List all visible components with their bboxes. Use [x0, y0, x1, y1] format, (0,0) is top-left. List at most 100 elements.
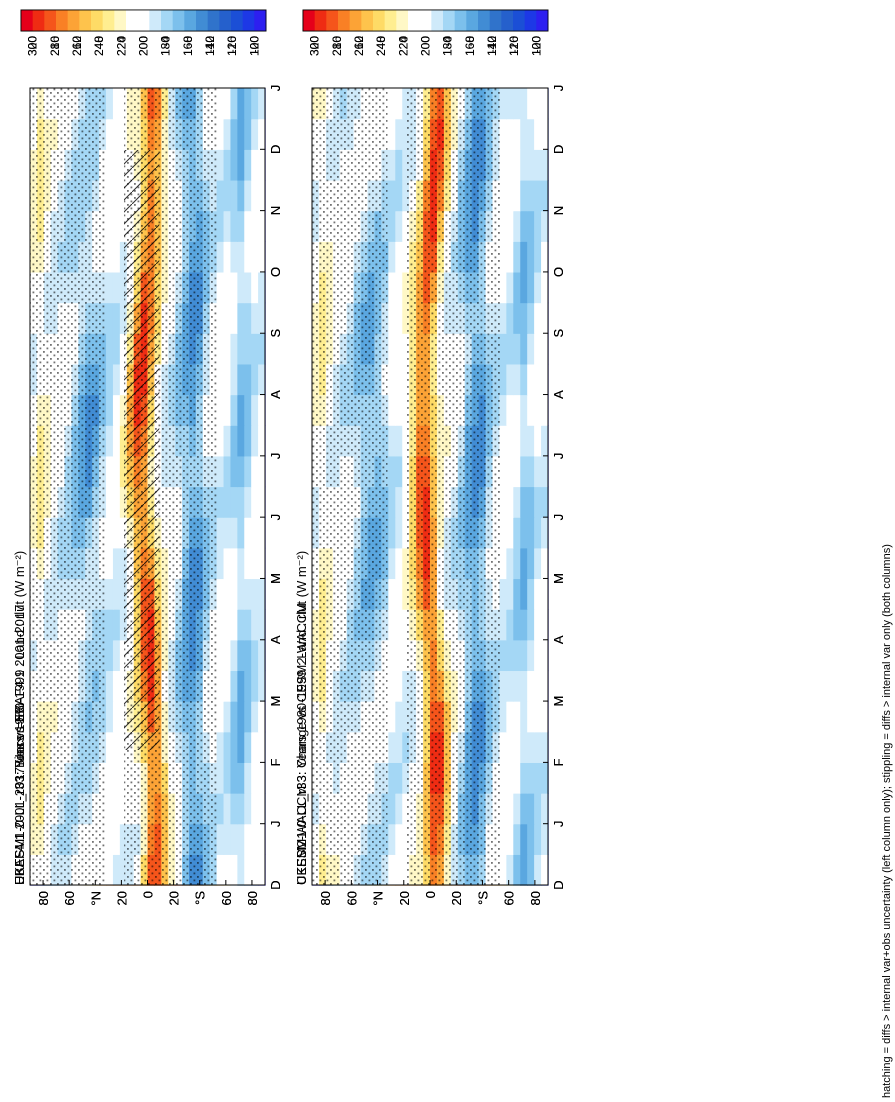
- field-cell: [119, 149, 128, 181]
- field-cell: [506, 731, 514, 763]
- time-tick-label: J: [268, 820, 283, 827]
- field-cell: [541, 670, 549, 702]
- field-cell: [499, 701, 507, 733]
- field-cell: [230, 241, 238, 273]
- lat-tick-label: 80: [245, 891, 260, 905]
- lat-tick-label: °N: [371, 891, 386, 906]
- field-cell: [534, 762, 542, 794]
- field-cell: [258, 486, 266, 518]
- field-cell: [112, 609, 121, 641]
- field-cell: [541, 731, 549, 763]
- field-cell: [395, 793, 403, 825]
- time-tick-label: M: [268, 696, 283, 707]
- time-tick-label: A: [551, 635, 566, 644]
- time-tick-label: A: [551, 635, 566, 644]
- panel-title: UKESM1-0-LL_r33: Years 1980-1999 : Land …: [294, 551, 309, 885]
- field-cell: [251, 118, 259, 150]
- field-cell: [251, 394, 259, 426]
- field-cell: [251, 547, 259, 580]
- field-cell: [106, 118, 114, 150]
- field-cell: [216, 425, 225, 457]
- field-cell: [527, 701, 535, 733]
- field-cell: [112, 701, 121, 733]
- time-tick-label: F: [268, 758, 283, 766]
- field-cell: [112, 118, 121, 150]
- field-cell: [230, 425, 238, 457]
- field-cell: [216, 333, 225, 365]
- lat-tick-label: 20: [167, 891, 182, 905]
- field-cell: [223, 639, 232, 672]
- field-cell: [119, 823, 128, 855]
- field-cell: [112, 302, 121, 334]
- time-tick-label: D: [268, 880, 283, 889]
- lat-tick-label: °S: [193, 891, 208, 905]
- time-tick-label: N: [551, 206, 566, 215]
- field-cell: [223, 210, 232, 242]
- field-cell: [237, 670, 245, 702]
- field-cell: [244, 88, 252, 120]
- field-cell: [237, 701, 245, 733]
- lat-tick-label: °S: [193, 891, 208, 905]
- stipple-region: [30, 88, 106, 885]
- time-tick-label: D: [551, 880, 566, 889]
- time-tick-label: D: [268, 145, 283, 154]
- field-cell: [520, 609, 528, 641]
- field-cell: [258, 118, 266, 150]
- field-cell: [258, 88, 266, 120]
- time-tick-label: M: [268, 573, 283, 584]
- field-cell: [112, 363, 121, 396]
- field-cell: [216, 609, 225, 641]
- field-cell: [258, 271, 266, 304]
- field-cell: [216, 793, 225, 825]
- time-tick-label: D: [268, 145, 283, 154]
- time-tick-label: J: [268, 514, 283, 521]
- field-cell: [230, 609, 238, 641]
- field-cell: [223, 149, 232, 181]
- field-cell: [251, 210, 259, 242]
- time-tick-label: S: [268, 329, 283, 338]
- field-cell: [237, 425, 245, 457]
- field-cell: [499, 639, 507, 672]
- time-tick-label: J: [268, 453, 283, 460]
- time-tick-label: N: [268, 206, 283, 215]
- field-cell: [237, 210, 245, 242]
- lat-tick-label: 60: [62, 891, 77, 905]
- field-cell: [513, 762, 521, 794]
- field-cell: [506, 670, 514, 702]
- field-cell: [527, 793, 535, 825]
- field-cell: [388, 578, 396, 610]
- lat-tick-label: 80: [528, 891, 543, 905]
- field-cell: [534, 609, 542, 641]
- field-cell: [106, 149, 114, 181]
- field-cell: [119, 302, 128, 334]
- field-cell: [258, 854, 266, 886]
- panel-title: EBAF4.1 2001-2017 Uncer=5%: [12, 702, 27, 885]
- lat-tick-label: 80: [36, 891, 51, 905]
- field-cell: [119, 425, 128, 457]
- field-cell: [119, 241, 128, 273]
- field-cell: [251, 455, 259, 488]
- field-cell: [112, 179, 121, 212]
- field-cell: [244, 731, 252, 763]
- time-tick-label: D: [551, 145, 566, 154]
- field-cell: [244, 455, 252, 488]
- field-cell: [244, 486, 252, 518]
- field-cell: [216, 271, 225, 304]
- lat-tick-label: 60: [219, 891, 234, 905]
- time-tick-label: N: [268, 206, 283, 215]
- field-cell: [237, 547, 245, 580]
- field-cell: [230, 639, 238, 672]
- field-cell: [230, 363, 238, 396]
- field-cell: [506, 609, 514, 641]
- field-cell: [112, 547, 121, 580]
- field-cell: [106, 823, 114, 855]
- field-cell: [244, 517, 252, 549]
- field-cell: [230, 762, 238, 794]
- field-cell: [230, 793, 238, 825]
- field-cell: [230, 701, 238, 733]
- field-cell: [216, 517, 225, 549]
- field-cell: [216, 762, 225, 794]
- lat-tick-label: 80: [245, 891, 260, 905]
- field-cell: [230, 333, 238, 365]
